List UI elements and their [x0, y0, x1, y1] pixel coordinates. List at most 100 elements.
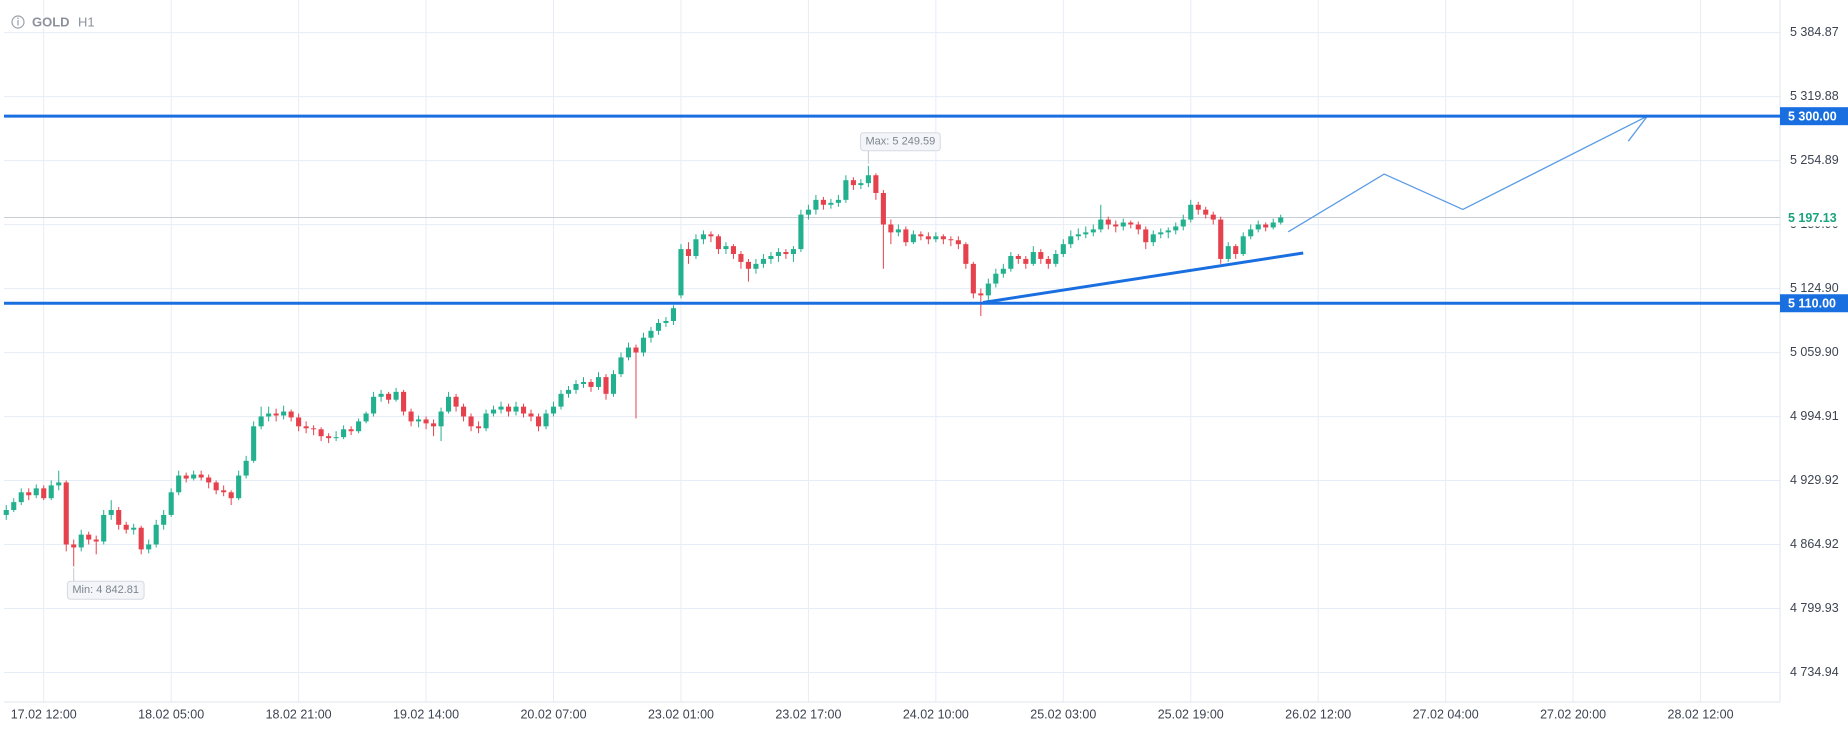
x-tick-label: 27.02 04:00: [1413, 707, 1479, 721]
candle-body: [236, 475, 242, 499]
level-label-bg: [1780, 294, 1848, 313]
candle-body: [78, 534, 84, 548]
candle-body: [153, 524, 159, 545]
candle-body: [993, 273, 999, 284]
candle-body: [213, 482, 219, 491]
level-label: 5 110.00: [1788, 297, 1836, 311]
candle-body: [588, 382, 594, 387]
candle-body: [753, 263, 759, 269]
candle-body: [251, 426, 257, 461]
candle-body: [1218, 219, 1224, 259]
candle-body: [48, 485, 54, 499]
candle-body: [670, 308, 677, 321]
min-label-box: [66, 580, 145, 600]
candle-body: [850, 180, 856, 186]
x-tick-label: 17.02 12:00: [11, 707, 77, 721]
y-tick-label: 5 059.90: [1790, 345, 1839, 359]
candle-body: [828, 202, 834, 205]
candle-body: [693, 239, 699, 256]
candle-body: [1270, 222, 1276, 228]
x-tick-label: 20.02 07:00: [520, 707, 586, 721]
candle-body: [1128, 222, 1134, 225]
info-icon[interactable]: [11, 15, 25, 29]
candle-body: [918, 234, 924, 237]
symbol: GOLD: [32, 14, 70, 29]
candle-body: [1150, 234, 1156, 243]
candle-body: [1090, 229, 1096, 233]
projection-arrowhead: [1627, 115, 1648, 142]
y-tick-label: 5 384.87: [1790, 25, 1839, 39]
candle-body: [161, 514, 167, 525]
candle-body: [131, 527, 137, 530]
candle-body: [1023, 258, 1029, 264]
candle-body: [33, 488, 39, 496]
candle-body: [678, 249, 684, 296]
candle-body: [476, 426, 482, 429]
candle-body: [1038, 252, 1044, 259]
candle-body: [341, 429, 347, 438]
candle-body: [453, 396, 459, 407]
y-tick-label: 4 994.91: [1790, 409, 1839, 423]
candle-body: [843, 180, 849, 200]
candle-body: [1180, 219, 1186, 227]
plot-layer: 17.02 12:00 18.02 05:00 18.02 21:00 19.02 1…: [3, 0, 1848, 721]
candle-body: [296, 417, 302, 427]
candle-body: [191, 474, 197, 479]
candle-body: [371, 396, 377, 414]
y-tick-label: 5 124.90: [1790, 281, 1839, 295]
candle-body: [1188, 204, 1194, 220]
candle-body: [198, 474, 204, 478]
candle-body: [393, 391, 399, 400]
candle-body: [138, 527, 144, 550]
candle-body: [11, 502, 17, 511]
candle-body: [1158, 232, 1164, 235]
candle-body: [288, 411, 294, 418]
candle-body: [483, 413, 489, 429]
candle-body: [123, 524, 129, 530]
candle-body: [490, 409, 497, 414]
candle-body: [655, 322, 662, 331]
candle-body: [708, 234, 714, 237]
candle-body: [258, 416, 264, 427]
candle-body: [700, 234, 707, 240]
candle-body: [565, 389, 572, 394]
x-tick-label: 25.02 19:00: [1158, 707, 1224, 721]
candle-body: [1030, 252, 1036, 264]
candle-body: [438, 411, 444, 427]
candle-body: [71, 544, 77, 548]
candle-body: [228, 492, 234, 499]
candle-body: [363, 413, 369, 422]
candle-body: [955, 240, 961, 245]
candle-body: [176, 475, 182, 493]
candle-body: [978, 293, 984, 296]
candle-body: [835, 199, 841, 203]
candle-body: [1240, 236, 1246, 255]
candle-body: [101, 514, 107, 542]
candle-body: [505, 406, 512, 412]
candle-body: [1053, 254, 1059, 264]
candle-body: [311, 428, 317, 430]
candle-body: [326, 436, 332, 439]
candle-body: [813, 199, 819, 210]
x-tick-label: 26.02 12:00: [1285, 707, 1351, 721]
candle-body: [1248, 229, 1254, 237]
candle-body: [895, 229, 901, 233]
level-label: 5 300.00: [1788, 109, 1837, 123]
level-label-bg: [1780, 107, 1848, 126]
max-label: Max: 5 249.59: [866, 136, 936, 148]
candle-body: [93, 539, 99, 542]
candle-body: [146, 544, 152, 550]
candle-body: [768, 255, 774, 259]
candle-body: [625, 347, 632, 358]
candle-body: [356, 421, 362, 432]
y-tick-label: 5 254.89: [1790, 153, 1839, 167]
x-tick-label: 23.02 01:00: [648, 707, 714, 721]
candle-body: [386, 393, 392, 400]
candle-body: [640, 337, 647, 353]
candle-body: [775, 252, 781, 256]
candle-body: [431, 423, 437, 427]
candle-body: [378, 393, 384, 397]
candle-body: [595, 377, 602, 387]
